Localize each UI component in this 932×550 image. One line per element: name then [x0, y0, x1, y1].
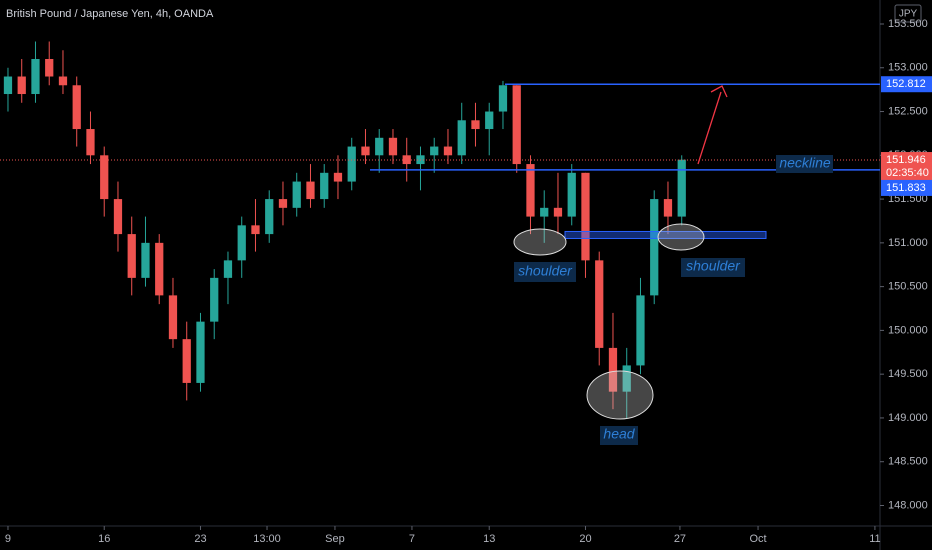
price-badge-label: 152.812: [886, 78, 926, 90]
candle-body: [677, 159, 686, 217]
price-badge: [881, 179, 932, 196]
y-tick-label: 148.000: [888, 499, 928, 511]
candle-body: [320, 172, 329, 200]
y-tick-label: 148.500: [888, 456, 928, 468]
candle-body: [278, 199, 288, 208]
candle-body: [113, 199, 123, 235]
label-box: [681, 258, 745, 277]
candle-body: [608, 347, 618, 392]
candle-body: [471, 120, 480, 130]
target-arrow: [697, 91, 722, 165]
x-tick-label: 23: [194, 533, 206, 545]
currency-label: JPY: [899, 9, 918, 20]
candle-body: [663, 199, 673, 217]
candle-body: [388, 137, 398, 156]
shoulder-ellipse: [513, 228, 567, 256]
neckline-label: neckline: [779, 155, 831, 171]
candle-body: [595, 260, 604, 348]
price-badge-label: 151.946: [886, 154, 926, 166]
countdown-label: 02:35:40: [886, 167, 929, 179]
label-box: [600, 426, 638, 445]
x-tick-label: 7: [409, 533, 415, 545]
arrow-head: [710, 85, 728, 98]
candle-body: [636, 295, 645, 366]
candle-body: [306, 181, 315, 200]
candle-body: [581, 172, 590, 261]
candle-body: [402, 155, 411, 165]
candle-body: [457, 120, 466, 156]
candle-body: [622, 365, 631, 392]
candle-body: [553, 207, 563, 217]
candle-body: [141, 242, 150, 278]
price-badge: [881, 152, 932, 183]
candle-body: [237, 225, 246, 261]
candle-body: [223, 260, 233, 278]
annotation: shoulder: [518, 263, 573, 279]
candle-body: [17, 76, 26, 95]
candle-body: [127, 234, 136, 278]
candle-body: [45, 59, 54, 77]
candle-body: [498, 85, 508, 112]
candle-body: [375, 137, 384, 156]
candle-body: [210, 277, 219, 322]
candle-body: [58, 76, 68, 86]
x-tick-label: 27: [674, 533, 686, 545]
label-box: [776, 155, 833, 173]
candle-body: [443, 146, 453, 156]
candle-body: [3, 76, 13, 95]
candle-body: [540, 207, 549, 217]
candle-body: [567, 172, 576, 217]
candle-body: [155, 242, 164, 296]
candle-body: [361, 146, 370, 156]
candle-body: [650, 199, 659, 296]
candle-body: [333, 172, 343, 182]
price-badge-label: 151.833: [886, 182, 926, 194]
y-tick-label: 150.000: [888, 324, 928, 336]
x-tick-label: 16: [98, 533, 110, 545]
candle-body: [485, 111, 494, 130]
candle-body: [512, 85, 521, 165]
candle-body: [347, 146, 356, 182]
y-tick-label: 149.500: [888, 368, 928, 380]
candle-body: [292, 181, 301, 208]
x-tick-label: 13: [483, 533, 495, 545]
x-tick-label: 20: [579, 533, 591, 545]
y-tick-label: 151.500: [888, 193, 928, 205]
y-tick-label: 152.500: [888, 105, 928, 117]
candle-body: [182, 339, 191, 383]
chart-title: British Pound / Japanese Yen, 4h, OANDA: [6, 8, 214, 20]
candle-body: [168, 295, 178, 340]
x-tick-label: 11: [869, 533, 880, 545]
candle-body: [196, 321, 205, 383]
annotation: shoulder: [686, 258, 741, 274]
candle-body: [526, 164, 535, 217]
label-box: [514, 262, 576, 282]
x-tick-label: Oct: [749, 533, 766, 545]
support-zone: [564, 230, 767, 239]
y-tick-label: 153.500: [888, 18, 928, 30]
head-ellipse: [586, 370, 654, 420]
candle-body: [31, 59, 40, 95]
x-tick-label: 9: [5, 533, 11, 545]
y-tick-label: 150.500: [888, 281, 928, 293]
annotation: head: [603, 426, 635, 442]
candle-body: [265, 199, 274, 235]
y-tick-label: 151.000: [888, 237, 928, 249]
x-tick-label: 13:00: [253, 533, 281, 545]
x-tick-label: Sep: [325, 533, 345, 545]
candle-body: [72, 85, 81, 130]
shoulder-ellipse: [657, 223, 705, 251]
candle-body: [430, 146, 439, 156]
price-badge: [881, 76, 932, 93]
candle-body: [251, 225, 260, 235]
candle-body: [86, 129, 95, 156]
candle-body: [100, 155, 109, 200]
currency-box: [894, 4, 922, 23]
y-tick-label: 149.000: [888, 412, 928, 424]
y-tick-label: 153.000: [888, 62, 928, 74]
